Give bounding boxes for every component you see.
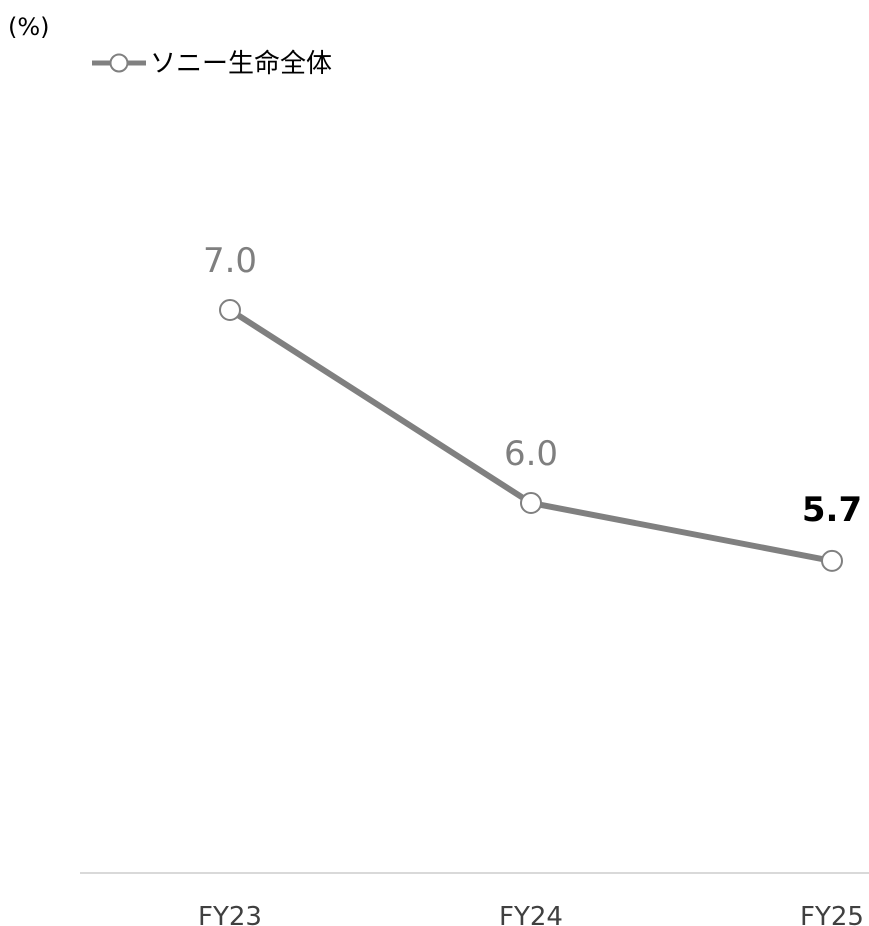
plot-area: 7.0 6.0 5.7	[203, 241, 862, 572]
data-label: 6.0	[504, 434, 558, 474]
data-point-marker	[821, 549, 843, 572]
data-label: 5.7	[802, 490, 862, 530]
legend-series-label: ソニー生命全体	[150, 49, 332, 79]
legend: ソニー生命全体	[92, 49, 332, 79]
data-label: 7.0	[203, 241, 257, 281]
x-tick-label: FY24	[499, 902, 563, 926]
data-point-marker	[219, 299, 241, 321]
x-tick-label: FY23	[198, 902, 262, 926]
data-point-marker	[520, 492, 542, 514]
y-unit-label: (%)	[8, 13, 50, 41]
x-tick-label: FY25	[800, 902, 864, 926]
x-axis-tick-labels: FY23 FY24 FY25	[198, 902, 864, 926]
legend-marker-swatch	[109, 53, 129, 73]
